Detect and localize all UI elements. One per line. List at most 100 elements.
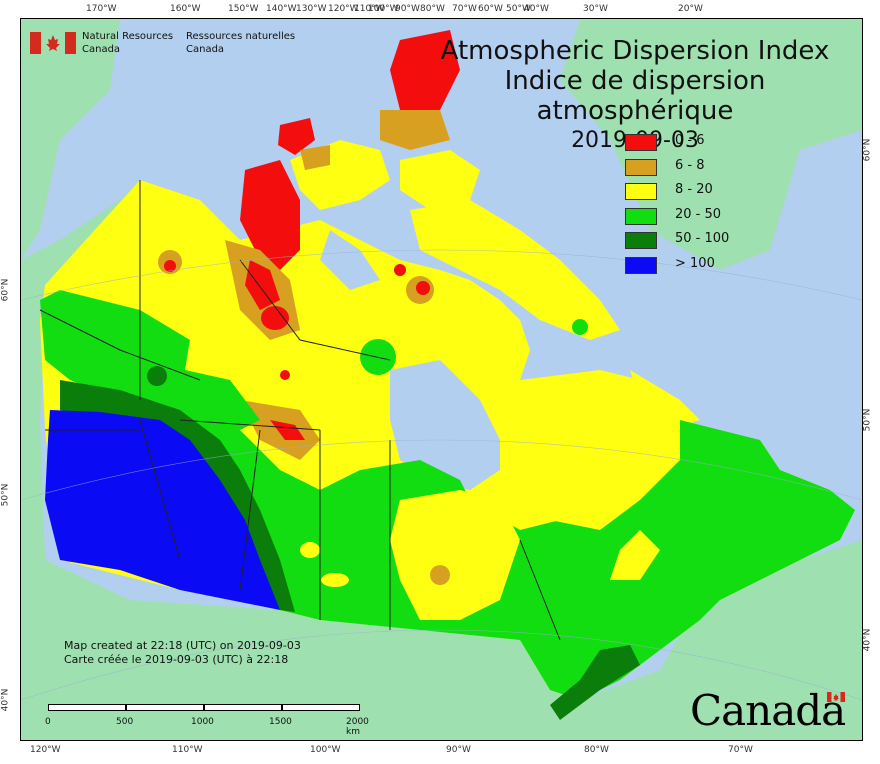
wordmark-flag-icon — [827, 692, 845, 702]
dark-green-ontario-south — [550, 645, 640, 720]
tick-top-170w: 170°W — [86, 4, 117, 14]
credit-en: Map created at 22:18 (UTC) on 2019-09-03 — [64, 639, 301, 652]
orange-spot-5 — [430, 565, 450, 585]
region-8-20-ontario — [390, 490, 520, 620]
land-usa — [21, 420, 862, 740]
legend-row: 20 - 50 — [625, 206, 765, 231]
boundary-60N — [179, 419, 321, 431]
legend-label: 0 - 6 — [675, 133, 705, 148]
canada-wordmark: Canada — [690, 688, 850, 734]
legend-swatch — [625, 256, 657, 274]
boundary-nwt-nu — [239, 259, 391, 361]
graticule-40n — [20, 629, 863, 701]
red-spot-7 — [416, 281, 430, 295]
tick-right-60n: 60°N — [862, 138, 873, 162]
boundary-on-qc — [519, 539, 561, 641]
tick-top-100w: 100°W — [368, 4, 399, 14]
red-spot-4 — [280, 370, 290, 380]
dark-green-spot-1 — [147, 366, 167, 386]
tick-bottom-110w: 110°W — [172, 745, 203, 755]
map-title-block: Atmospheric Dispersion Index Indice de d… — [410, 36, 860, 156]
legend-swatch — [625, 183, 657, 200]
legend-row: 6 - 8 — [625, 157, 765, 182]
yellow-spot-2 — [321, 573, 349, 587]
red-spot-6 — [394, 264, 406, 276]
map-title-en: Atmospheric Dispersion Index — [440, 36, 830, 66]
banks-island-red — [240, 160, 300, 270]
scale-segment — [204, 704, 282, 711]
agency-fr: Ressources naturelles Canada — [186, 30, 336, 56]
tick-bottom-80w: 80°W — [584, 745, 609, 755]
region-gt100 — [45, 410, 280, 610]
legend-swatch — [625, 207, 657, 225]
region-8-20-gaspe — [610, 530, 660, 580]
tick-bottom-120w: 120°W — [30, 745, 61, 755]
legend-label: 20 - 50 — [675, 206, 722, 222]
agency-fr-line2: Canada — [186, 44, 225, 55]
ellesmere-orange — [380, 110, 450, 150]
map-credits: Map created at 22:18 (UTC) on 2019-09-03… — [64, 639, 301, 667]
scale-label: 500 — [116, 717, 134, 727]
legend-row: > 100 — [625, 255, 765, 280]
tick-bottom-100w: 100°W — [310, 745, 341, 755]
graticule-60n — [20, 249, 863, 301]
tick-top-110w: 110°W — [354, 4, 385, 14]
scale-label: 1000 — [191, 717, 214, 727]
arctic-island-2 — [400, 150, 480, 210]
boundary-alaska — [39, 309, 201, 381]
red-patch-2 — [261, 306, 289, 330]
green-spot-baffin — [572, 319, 588, 335]
agency-en-line1: Natural Resources — [82, 31, 174, 42]
scale-label: 1500 — [269, 717, 292, 727]
legend-row: 50 - 100 — [625, 230, 765, 255]
tick-right-50n: 50°N — [862, 408, 873, 432]
scale-bar: 0 500 1000 1500 2000 km — [45, 704, 369, 737]
tick-top-120w: 120°W — [328, 4, 359, 14]
boundary-ab-sk — [239, 429, 261, 591]
legend-row: 8 - 20 — [625, 181, 765, 206]
legend: 0 - 6 6 - 8 8 - 20 20 - 50 50 - 100 > 10… — [625, 132, 765, 279]
island-red-small — [278, 118, 315, 155]
legend-label: 50 - 100 — [675, 231, 730, 246]
arctic-channel — [320, 230, 380, 290]
tick-left-60n: 60°N — [0, 278, 11, 302]
agency-en-line2: Canada — [82, 44, 121, 55]
tick-top-130w: 130°W — [296, 4, 327, 14]
land-russia-alaska — [21, 19, 120, 260]
island-orange-small — [300, 145, 330, 170]
red-patch-1 — [245, 260, 280, 310]
scale-label: 2000 km — [346, 717, 369, 737]
scale-segment — [48, 704, 126, 711]
legend-swatch — [625, 158, 657, 176]
agency-fr-line1: Ressources naturelles — [186, 31, 296, 42]
tick-top-60w: 60°W — [478, 4, 503, 14]
ellesmere-red — [390, 30, 460, 110]
canada-wordmark-text: Canada — [690, 686, 846, 735]
tick-left-50n: 50°N — [0, 483, 11, 507]
tick-top-140w: 140°W — [266, 4, 297, 14]
tick-top-70w: 70°W — [452, 4, 477, 14]
land-greenland — [560, 19, 862, 270]
scale-segment — [126, 704, 204, 711]
yellow-spot-1 — [300, 542, 320, 558]
baffin-island — [410, 200, 620, 340]
canada-flag-icon — [30, 32, 76, 54]
legend-swatch — [625, 232, 657, 249]
hudson-bay — [390, 360, 500, 490]
graticule-50n — [20, 439, 863, 501]
tick-bottom-90w: 90°W — [446, 745, 471, 755]
scale-segment — [282, 704, 360, 711]
credit-fr: Carte créée le 2019-09-03 (UTC) à 22:18 — [64, 653, 289, 666]
legend-label: 6 - 8 — [675, 157, 705, 173]
legend-row: 0 - 6 — [625, 132, 765, 157]
red-spot-1 — [164, 260, 176, 272]
tick-top-150w: 150°W — [228, 4, 259, 14]
boundary-bc-alberta — [139, 419, 181, 561]
tick-left-40n: 40°N — [0, 688, 11, 712]
region-8-20-quebec — [520, 370, 680, 530]
legend-swatch — [625, 134, 657, 151]
agency-en: Natural Resources Canada — [82, 30, 212, 56]
province-boundaries — [39, 180, 561, 641]
